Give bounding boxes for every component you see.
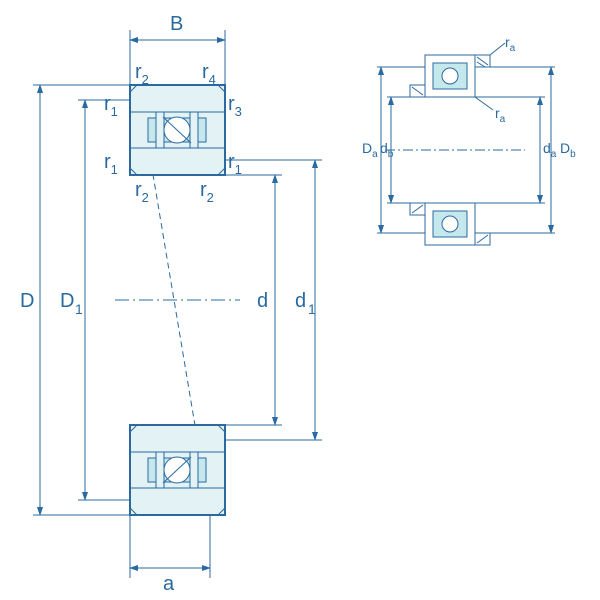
upper-ring-section <box>130 85 225 175</box>
label-r2-midright: r2 <box>200 179 214 205</box>
label-r3-upperright: r3 <box>228 93 242 119</box>
label-B: B <box>170 13 183 35</box>
bearing-diagram: B a D D 1 d d 1 r2 r1 r4 r3 r1 r2 r1 r2 <box>0 0 600 600</box>
label-D1-base: D <box>60 290 74 312</box>
aux-lower <box>410 203 490 245</box>
label-Db: Db <box>560 140 576 160</box>
label-d1-base: d <box>295 290 306 312</box>
label-D1-sub: 1 <box>75 301 83 317</box>
label-Da: Da <box>362 140 378 160</box>
label-r2-upperleft: r2 <box>135 61 149 87</box>
label-D: D <box>20 290 34 312</box>
label-ra-top: ra <box>505 34 516 54</box>
label-r1-midright: r1 <box>228 151 242 177</box>
label-d: d <box>257 290 268 312</box>
label-a: a <box>163 573 175 595</box>
label-r4-upperright: r4 <box>202 61 216 87</box>
label-da: da <box>543 140 557 160</box>
aux-cross-section <box>377 43 555 245</box>
label-r1-midleft: r1 <box>104 151 118 177</box>
label-r1-upperleft: r1 <box>104 93 118 119</box>
label-r2-midleft: r2 <box>135 179 149 205</box>
label-d1-sub: 1 <box>308 301 316 317</box>
label-ra-mid: ra <box>495 105 506 125</box>
lower-ring-section <box>130 425 225 515</box>
label-db: db <box>380 140 394 160</box>
aux-upper <box>410 55 490 97</box>
